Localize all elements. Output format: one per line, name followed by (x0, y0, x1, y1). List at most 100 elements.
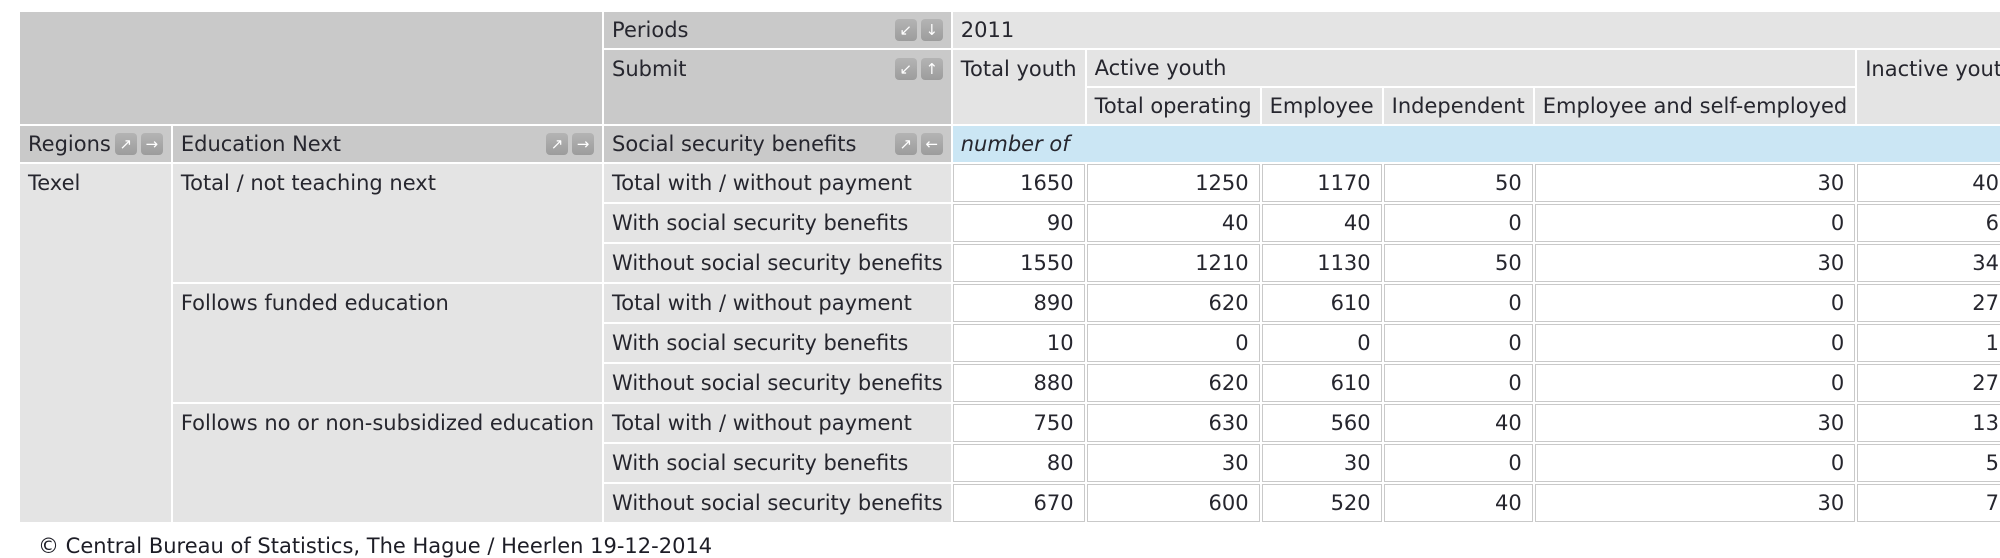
table-row: Follows funded education Total with / wi… (20, 284, 2000, 402)
value-cell: 750 (952, 404, 1085, 442)
periods-label: Periods (612, 18, 689, 42)
value-cell: 1250 (1086, 164, 1260, 202)
value-cell: 400 (1857, 164, 2000, 202)
education-header-cell: Education Next ↗ → (172, 126, 603, 162)
value-cell: 30 (1534, 484, 1856, 522)
value-cell: 340 (1857, 244, 2000, 282)
submit-header-cell: Submit ↙ ↑ (604, 50, 951, 124)
benefit-label-cell: Without social security benefits (604, 364, 951, 402)
value-cell: 30 (1534, 404, 1856, 442)
value-cell: 620 (1086, 284, 1260, 322)
value-cell: 30 (1534, 244, 1856, 282)
value-cell: 40 (1086, 204, 1260, 242)
table-row: Without social security benefits 1550 12… (20, 244, 2000, 282)
table-row: With social security benefits 90 40 40 0… (20, 204, 2000, 242)
benefit-label-cell: Total with / without payment (604, 284, 951, 322)
value-cell: 890 (952, 284, 1085, 322)
table-row: Follows no or non-subsidized education T… (20, 404, 2000, 522)
table-row: Texel Total / not teaching next Total wi… (20, 164, 2000, 522)
table-row: With social security benefits 10 0 0 0 0… (20, 324, 2000, 362)
value-cell: 270 (1857, 364, 2000, 402)
header-row-dimensions: Regions ↗ → Education Next ↗ → Social se… (20, 126, 2000, 162)
pivot-table: Periods ↙ ↓ 2011 Submit ↙ ↑ Total youth … (18, 10, 2000, 524)
value-cell: 1130 (1261, 244, 1382, 282)
value-cell: 50 (1383, 164, 1533, 202)
periods-pivot-icon[interactable]: ↙ (894, 19, 917, 41)
value-cell: 600 (1086, 484, 1260, 522)
table-row: With social security benefits 80 30 30 0… (20, 444, 2000, 482)
benefit-label-cell: With social security benefits (604, 444, 951, 482)
header-blank-cell (20, 12, 603, 124)
value-cell: 40 (1383, 404, 1533, 442)
benefits-pivot-icon[interactable]: ↗ (894, 133, 917, 155)
value-cell: 0 (1261, 324, 1382, 362)
col-header-total-operating: Total operating (1086, 88, 1260, 124)
benefit-label-cell: Total with / without payment (604, 164, 951, 202)
value-cell: 30 (1261, 444, 1382, 482)
benefits-move-left-icon[interactable]: ← (920, 133, 943, 155)
value-cell: 270 (1857, 284, 2000, 322)
value-cell: 610 (1261, 364, 1382, 402)
header-row-periods: Periods ↙ ↓ 2011 (20, 12, 2000, 124)
value-cell: 0 (1534, 204, 1856, 242)
col-header-independent: Independent (1383, 88, 1533, 124)
value-cell: 0 (1383, 284, 1533, 322)
periods-move-down-icon[interactable]: ↓ (920, 19, 943, 41)
value-cell: 0 (1383, 364, 1533, 402)
unit-label: number of (952, 126, 2000, 162)
value-cell: 1550 (952, 244, 1085, 282)
value-cell: 620 (1086, 364, 1260, 402)
benefit-label-cell: Without social security benefits (604, 484, 951, 522)
header-row-subcols: Total operating Employee Independent Emp… (20, 88, 2000, 124)
benefit-label-cell: With social security benefits (604, 324, 951, 362)
value-cell: 670 (952, 484, 1085, 522)
education-pivot-icon[interactable]: ↗ (546, 133, 569, 155)
col-header-active-youth: Active youth (1086, 50, 1856, 86)
regions-pivot-icon[interactable]: ↗ (114, 133, 137, 155)
education-label: Education Next (180, 132, 341, 156)
table-row: Without social security benefits 670 600… (20, 484, 2000, 522)
regions-move-right-icon[interactable]: → (140, 133, 163, 155)
benefits-label: Social security benefits (612, 132, 857, 156)
value-cell: 70 (1857, 484, 2000, 522)
submit-move-up-icon[interactable]: ↑ (920, 58, 943, 80)
value-cell: 0 (1534, 324, 1856, 362)
value-cell: 0 (1383, 204, 1533, 242)
value-cell: 130 (1857, 404, 2000, 442)
copyright-notice: © Central Bureau of Statistics, The Hagu… (38, 534, 713, 558)
value-cell: 0 (1534, 364, 1856, 402)
col-header-employee-self-employed: Employee and self-employed (1534, 88, 1856, 124)
value-cell: 10 (1857, 324, 2000, 362)
value-cell: 0 (1534, 444, 1856, 482)
col-header-inactive-youth: Inactive youth (1857, 50, 2000, 124)
value-cell: 60 (1857, 204, 2000, 242)
value-cell: 560 (1261, 404, 1382, 442)
submit-pivot-icon[interactable]: ↙ (894, 58, 917, 80)
submit-label: Submit (612, 57, 687, 81)
value-cell: 50 (1857, 444, 2000, 482)
value-cell: 610 (1261, 284, 1382, 322)
value-cell: 30 (1534, 164, 1856, 202)
value-cell: 880 (952, 364, 1085, 402)
education-group-cell: Total / not teaching next (172, 164, 603, 282)
value-cell: 630 (1086, 404, 1260, 442)
regions-header-cell: Regions ↗ → (20, 126, 171, 162)
value-cell: 1170 (1261, 164, 1382, 202)
value-cell: 40 (1261, 204, 1382, 242)
col-header-employee: Employee (1261, 88, 1382, 124)
value-cell: 50 (1383, 244, 1533, 282)
education-group-cell: Follows no or non-subsidized education (172, 404, 603, 522)
value-cell: 520 (1261, 484, 1382, 522)
region-cell: Texel (20, 164, 171, 522)
col-header-total-youth: Total youth (952, 50, 1085, 124)
value-cell: 1210 (1086, 244, 1260, 282)
education-group-cell: Follows funded education (172, 284, 603, 402)
value-cell: 30 (1086, 444, 1260, 482)
value-cell: 90 (952, 204, 1085, 242)
value-cell: 0 (1086, 324, 1260, 362)
benefit-label-cell: Without social security benefits (604, 244, 951, 282)
value-cell: 10 (952, 324, 1085, 362)
benefit-label-cell: With social security benefits (604, 204, 951, 242)
education-move-right-icon[interactable]: → (572, 133, 595, 155)
period-value: 2011 (952, 12, 2000, 48)
